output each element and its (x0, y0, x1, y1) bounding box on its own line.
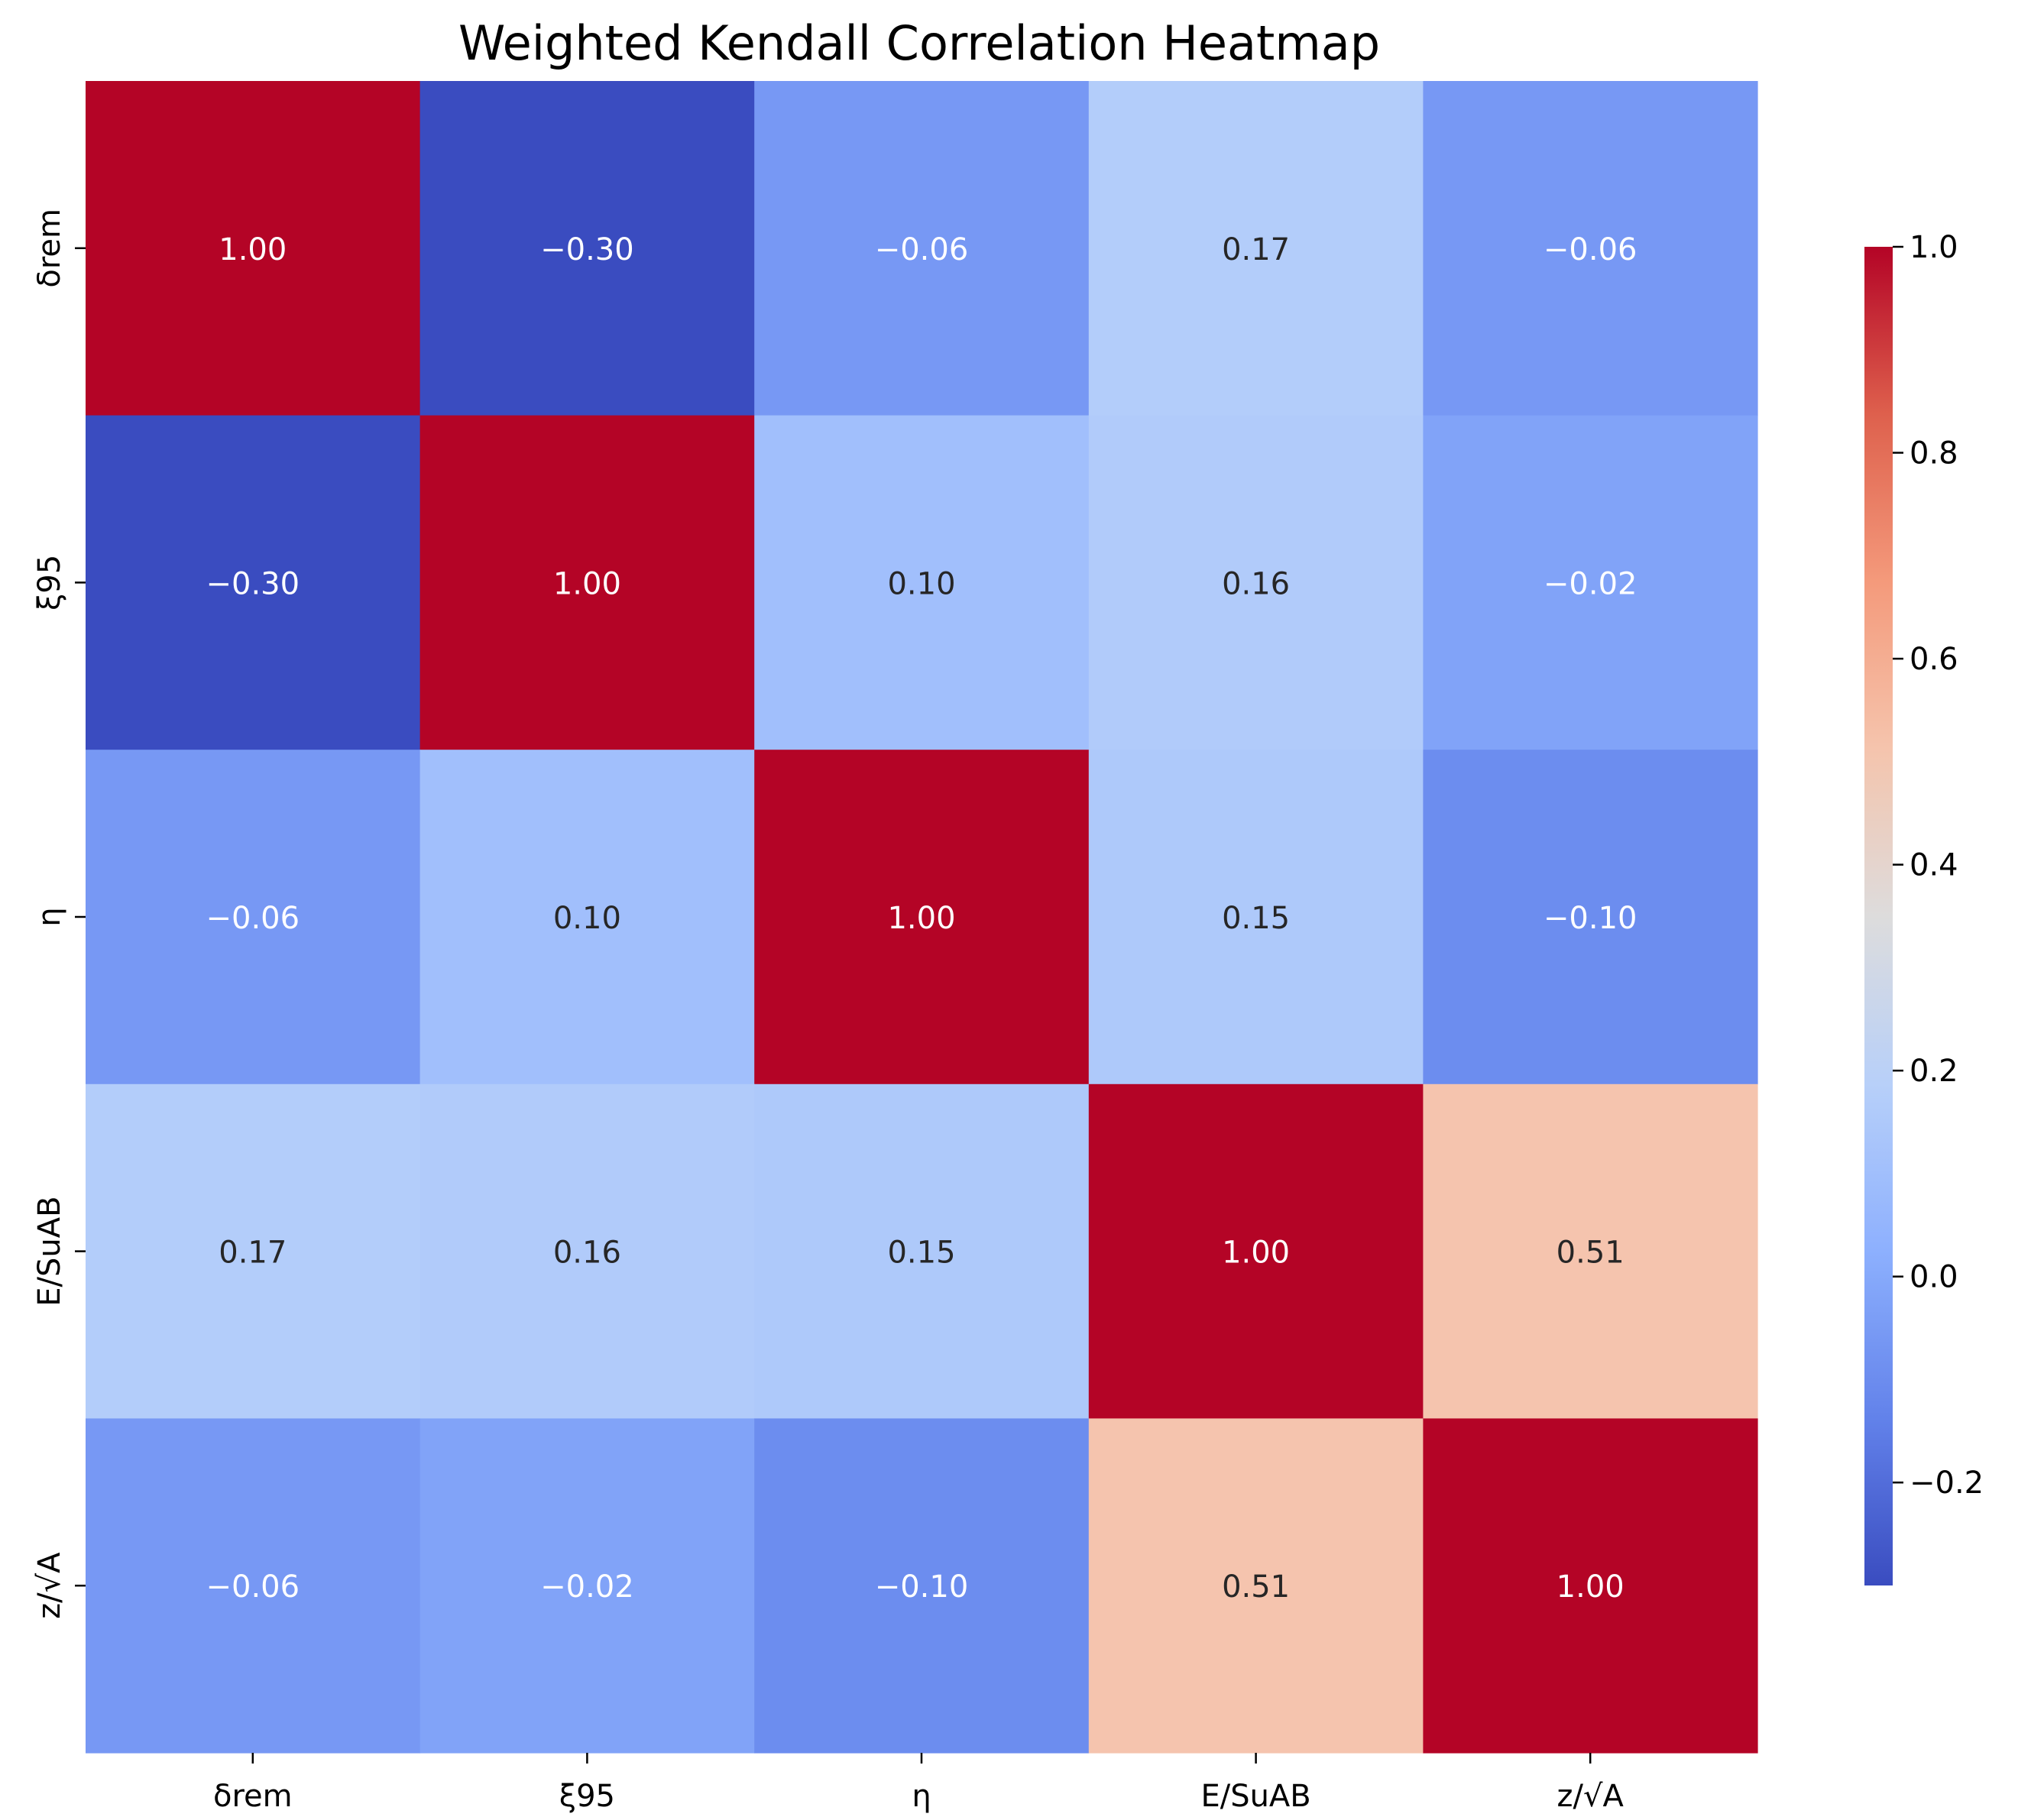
cell-annotation: 0.15 (1222, 901, 1290, 936)
y-axis: δrem ξ95 η E/SuAB z/√A (32, 209, 86, 1619)
y-tick-label: ξ95 (32, 555, 67, 611)
colorbar-tick-label: 0.6 (1910, 642, 1958, 677)
heatmap-cell (754, 1418, 1090, 1754)
heatmap-annotations: 1.00 −0.30 −0.06 0.17 −0.06 −0.30 1.00 0.10 0.16… (206, 232, 1637, 1605)
heatmap-cell (1423, 1418, 1758, 1754)
cell-annotation: −0.06 (875, 232, 969, 267)
heatmap-cells (86, 81, 1758, 1754)
colorbar: −0.2 0.0 0.2 0.4 0.6 0.8 1.0 (1864, 230, 1984, 1585)
cell-annotation: 0.17 (1222, 232, 1290, 267)
cell-annotation: 0.16 (553, 1236, 621, 1271)
cell-annotation: 0.51 (1222, 1569, 1290, 1605)
cell-annotation: −0.10 (1544, 901, 1637, 936)
y-tick-label: E/SuAB (32, 1196, 67, 1306)
heatmap-cell (1088, 750, 1424, 1085)
cell-annotation: 1.00 (1556, 1569, 1625, 1605)
heatmap-cell (419, 81, 755, 416)
x-tick-label: ξ95 (559, 1779, 615, 1814)
colorbar-gradient (1864, 247, 1893, 1585)
heatmap-cell (754, 1083, 1090, 1419)
heatmap-cell (1423, 1083, 1758, 1419)
heatmap-cell (1423, 415, 1758, 750)
cell-annotation: −0.06 (206, 901, 300, 936)
cell-annotation: 0.10 (887, 566, 955, 601)
y-tick-label: z/√A (32, 1552, 67, 1619)
heatmap-cell (86, 1083, 421, 1419)
colorbar-tick-label: 0.0 (1910, 1260, 1958, 1295)
y-tick-label: η (32, 907, 67, 926)
heatmap-cell (419, 750, 755, 1085)
colorbar-tick-label: 0.2 (1910, 1054, 1958, 1089)
heatmap-cell (1423, 750, 1758, 1085)
cell-annotation: −0.10 (875, 1569, 969, 1605)
cell-annotation: −0.02 (540, 1569, 634, 1605)
x-tick-label: E/SuAB (1200, 1779, 1310, 1814)
cell-annotation: 0.16 (1222, 566, 1290, 601)
colorbar-tick-label: 1.0 (1910, 230, 1958, 265)
heatmap-cell (86, 750, 421, 1085)
x-tick-label: η (912, 1779, 931, 1814)
heatmap-cell (86, 1418, 421, 1754)
cell-annotation: −0.30 (206, 566, 300, 601)
cell-annotation: 1.00 (887, 901, 955, 936)
cell-annotation: 1.00 (219, 232, 287, 267)
cell-annotation: 1.00 (1222, 1236, 1290, 1271)
heatmap-cell (754, 81, 1090, 416)
colorbar-tick-label: 0.8 (1910, 436, 1958, 471)
heatmap-cell (1088, 81, 1424, 416)
heatmap-cell (1423, 81, 1758, 416)
cell-annotation: −0.02 (1544, 566, 1637, 601)
x-tick-label: δrem (213, 1779, 293, 1814)
x-tick-label: z/√A (1557, 1779, 1625, 1814)
cell-annotation: 0.17 (219, 1236, 287, 1271)
colorbar-tick-label: −0.2 (1910, 1466, 1984, 1501)
heatmap-cell (1088, 1418, 1424, 1754)
heatmap-cell (1088, 1083, 1424, 1419)
heatmap-cell (419, 1083, 755, 1419)
heatmap-cell (754, 750, 1090, 1085)
colorbar-tick-label: 0.4 (1910, 848, 1958, 883)
cell-annotation: 0.10 (553, 901, 621, 936)
cell-annotation: 0.15 (887, 1236, 955, 1271)
cell-annotation: −0.06 (1544, 232, 1637, 267)
heatmap-cell (419, 1418, 755, 1754)
x-axis: δrem ξ95 η E/SuAB z/√A (213, 1753, 1625, 1814)
heatmap-cell (86, 415, 421, 750)
chart-title: Weighted Kendall Correlation Heatmap (458, 15, 1380, 71)
heatmap-cell (86, 81, 421, 416)
cell-annotation: 0.51 (1556, 1236, 1625, 1271)
cell-annotation: −0.30 (540, 232, 634, 267)
heatmap-cell (419, 415, 755, 750)
cell-annotation: −0.06 (206, 1569, 300, 1605)
y-tick-label: δrem (32, 209, 67, 288)
heatmap-cell (754, 415, 1090, 750)
cell-annotation: 1.00 (553, 566, 621, 601)
heatmap-cell (1088, 415, 1424, 750)
